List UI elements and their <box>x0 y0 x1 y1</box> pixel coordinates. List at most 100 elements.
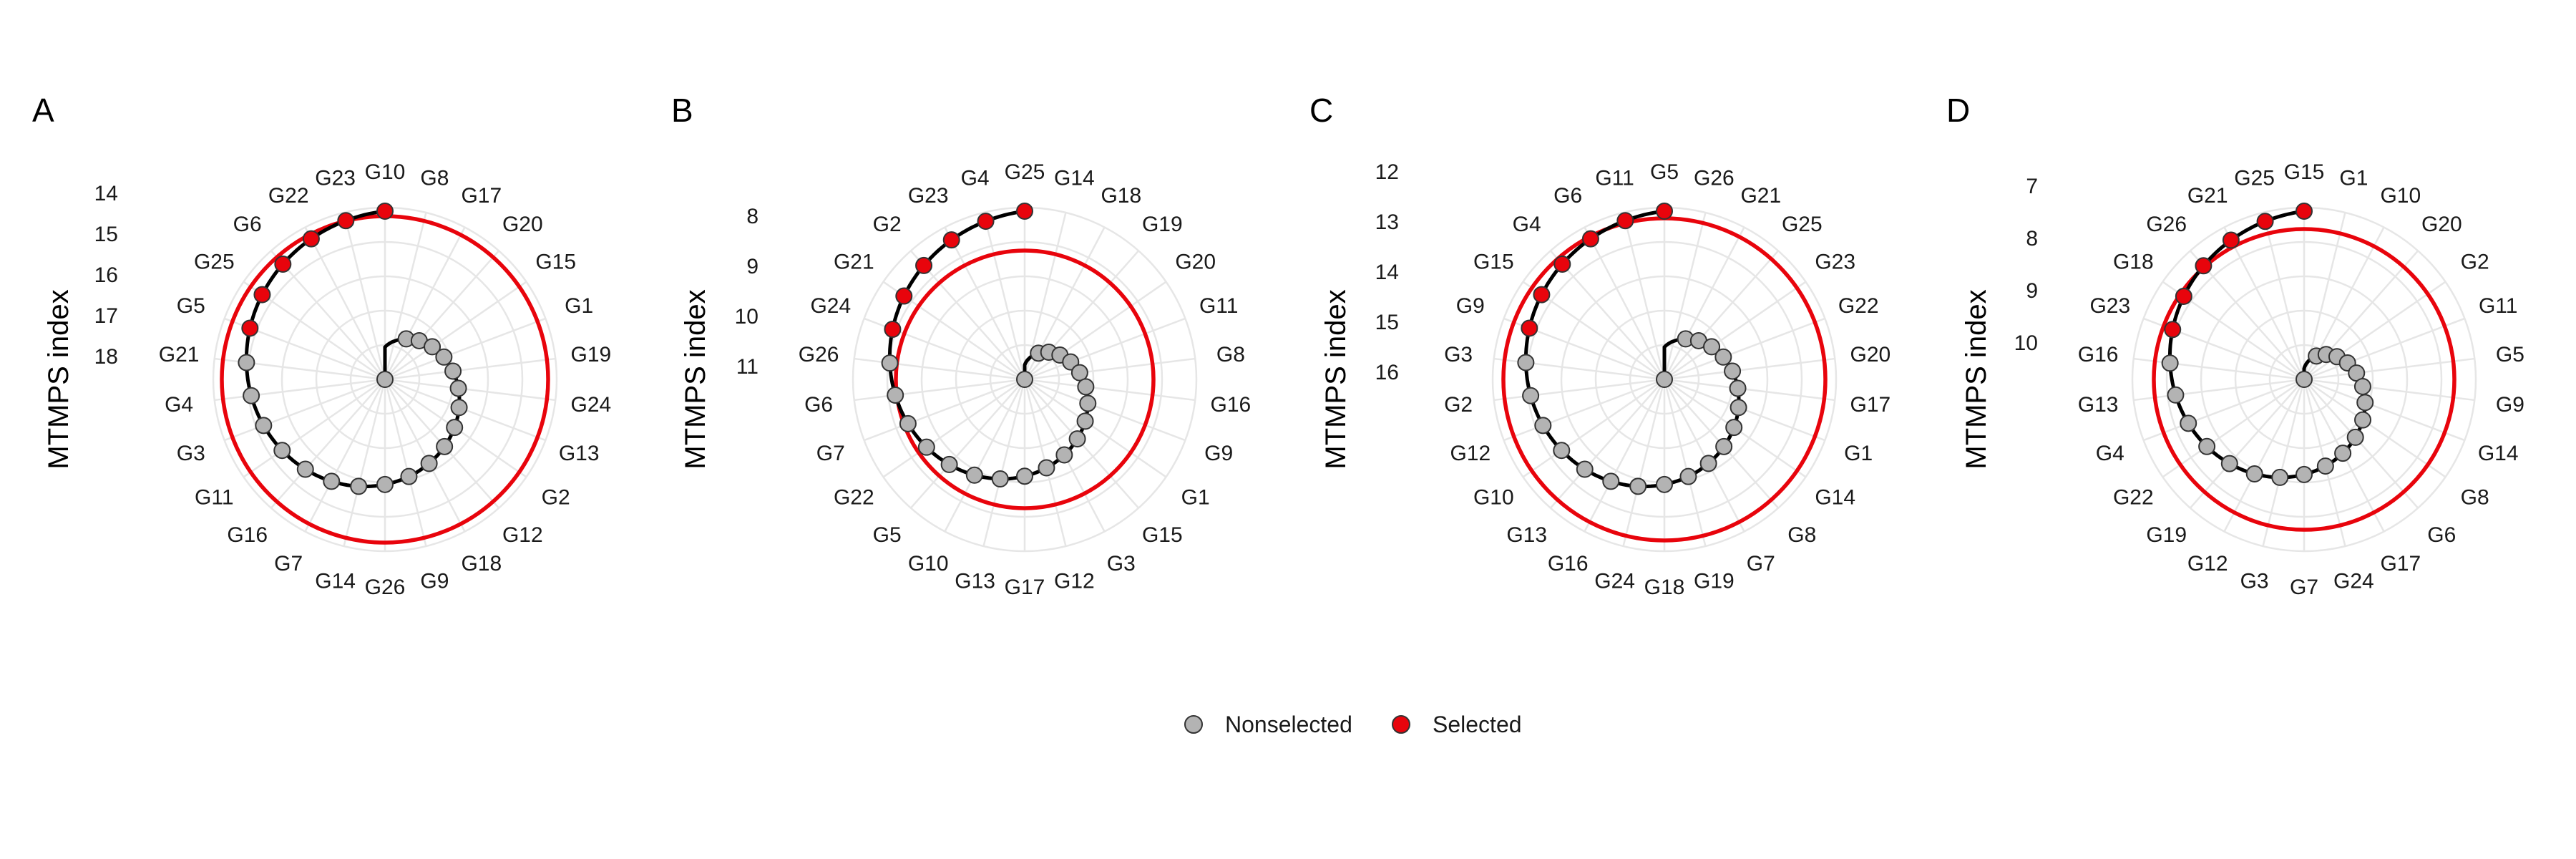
nonselected-genotype-point <box>1055 446 1073 464</box>
radial-tick-label: 8 <box>2026 227 2038 251</box>
selected-genotype-point <box>1521 319 1538 337</box>
genotype-label: G26 <box>799 343 839 367</box>
genotype-label: G19 <box>1142 213 1183 236</box>
genotype-label: G17 <box>461 184 502 208</box>
genotype-label: G25 <box>1782 213 1823 236</box>
radial-tick-label: 11 <box>736 355 758 379</box>
nonselected-genotype-point <box>2316 457 2334 475</box>
origin-point <box>2296 371 2313 388</box>
genotype-label: G2 <box>873 213 902 236</box>
genotype-label: G19 <box>1694 570 1735 593</box>
nonselected-genotype-point <box>991 470 1009 488</box>
nonselected-genotype-point <box>2353 377 2371 395</box>
genotype-label: G26 <box>2146 213 2187 236</box>
genotype-label: G10 <box>1473 486 1514 510</box>
selected-genotype-point <box>2175 287 2192 305</box>
panel-letter: D <box>1946 92 1970 129</box>
radial-tick-label: 8 <box>746 205 758 228</box>
selection-threshold-circle <box>2152 227 2457 532</box>
genotype-label: G9 <box>2496 393 2524 417</box>
selected-genotype-point <box>274 255 292 273</box>
selected-genotype-point <box>1016 203 1033 220</box>
grid-spoke <box>2303 378 2475 402</box>
genotype-label: G1 <box>565 294 593 318</box>
genotype-label: G15 <box>1473 250 1514 273</box>
grid-spoke <box>1024 317 1186 381</box>
radial-tick-label: 10 <box>2014 331 2038 355</box>
genotype-label: G1 <box>1844 442 1873 465</box>
nonselected-genotype-point <box>2245 465 2263 483</box>
genotype-label: G5 <box>873 523 902 547</box>
panel-letter: C <box>1309 92 1333 129</box>
polar-grid <box>2131 206 2477 553</box>
genotype-label: G21 <box>2187 184 2228 208</box>
grid-spoke <box>1664 357 1835 381</box>
grid-spoke <box>384 281 527 381</box>
radial-tick-label: 17 <box>94 304 118 328</box>
genotype-label: G25 <box>194 250 235 273</box>
genotype-label: G10 <box>2380 184 2421 208</box>
genotype-label: G2 <box>1444 393 1473 417</box>
genotype-label: G20 <box>502 213 543 236</box>
genotype-label: G18 <box>1101 184 1141 208</box>
genotype-label: G7 <box>274 552 303 576</box>
nonselected-genotype-point <box>2334 445 2352 462</box>
genotype-label: G4 <box>2096 442 2124 465</box>
nonselected-genotype-point <box>1656 475 1673 493</box>
genotype-label: G4 <box>165 393 193 417</box>
grid-spoke <box>1584 379 1666 533</box>
selected-genotype-point <box>884 321 902 339</box>
genotype-label: G26 <box>365 576 406 599</box>
nonselected-genotype-point <box>2167 386 2185 404</box>
selected-genotype-point <box>915 256 933 274</box>
grid-spoke <box>1664 378 1835 402</box>
genotype-label: G7 <box>2290 576 2318 599</box>
genotype-label: G19 <box>2146 523 2187 547</box>
nonselected-genotype-point <box>940 455 958 473</box>
origin-point <box>1656 371 1673 388</box>
grid-spoke <box>2223 379 2306 533</box>
genotype-label: G16 <box>227 523 268 547</box>
grid-spoke <box>2303 378 2446 478</box>
genotype-label: G5 <box>2496 343 2524 367</box>
grid-spoke <box>384 378 556 402</box>
selected-genotype-point <box>1581 230 1599 248</box>
genotype-label: G3 <box>1444 343 1473 367</box>
grid-spoke <box>304 226 386 380</box>
selected-genotype-point <box>2296 203 2313 220</box>
nonselected-genotype-point <box>1038 459 1055 477</box>
grid-spoke <box>1664 317 1825 381</box>
grid-spoke <box>1522 378 1665 478</box>
genotype-label: G24 <box>1594 570 1635 593</box>
genotype-label: G6 <box>1553 184 1582 208</box>
legend: Nonselected Selected <box>1184 712 1522 737</box>
genotype-label: G24 <box>2333 570 2374 593</box>
nonselected-genotype-point <box>965 466 983 484</box>
nonselected-genotype-point <box>436 437 454 455</box>
genotype-label: G13 <box>2078 393 2119 417</box>
grid-spoke <box>243 378 386 478</box>
radial-tick-label: 15 <box>94 223 118 246</box>
selected-genotype-point <box>253 286 271 304</box>
nonselected-genotype-point <box>1068 430 1086 448</box>
genotype-label: G17 <box>1005 576 1045 599</box>
nonselected-genotype-point <box>1079 394 1097 412</box>
panel-letter: B <box>671 92 693 129</box>
genotype-label: G12 <box>1450 442 1491 465</box>
nonselected-genotype-point <box>2296 465 2313 483</box>
grid-spoke <box>864 378 1025 442</box>
genotype-label: G6 <box>2427 523 2456 547</box>
genotype-label: G25 <box>1005 160 1045 184</box>
selected-genotype-point <box>1656 203 1673 220</box>
y-axis-label: MTMPS index <box>680 289 711 469</box>
nonselected-genotype-point <box>2346 428 2364 446</box>
nonselected-genotype-point <box>444 362 462 380</box>
grid-spoke <box>384 317 546 381</box>
genotype-label: G7 <box>1747 552 1775 576</box>
genotype-label: G8 <box>1787 523 1816 547</box>
grid-spoke <box>1584 226 1666 380</box>
radial-tick-label: 13 <box>1375 210 1399 234</box>
nonselected-genotype-point <box>1517 354 1535 372</box>
nonselected-genotype-point <box>1699 455 1717 472</box>
